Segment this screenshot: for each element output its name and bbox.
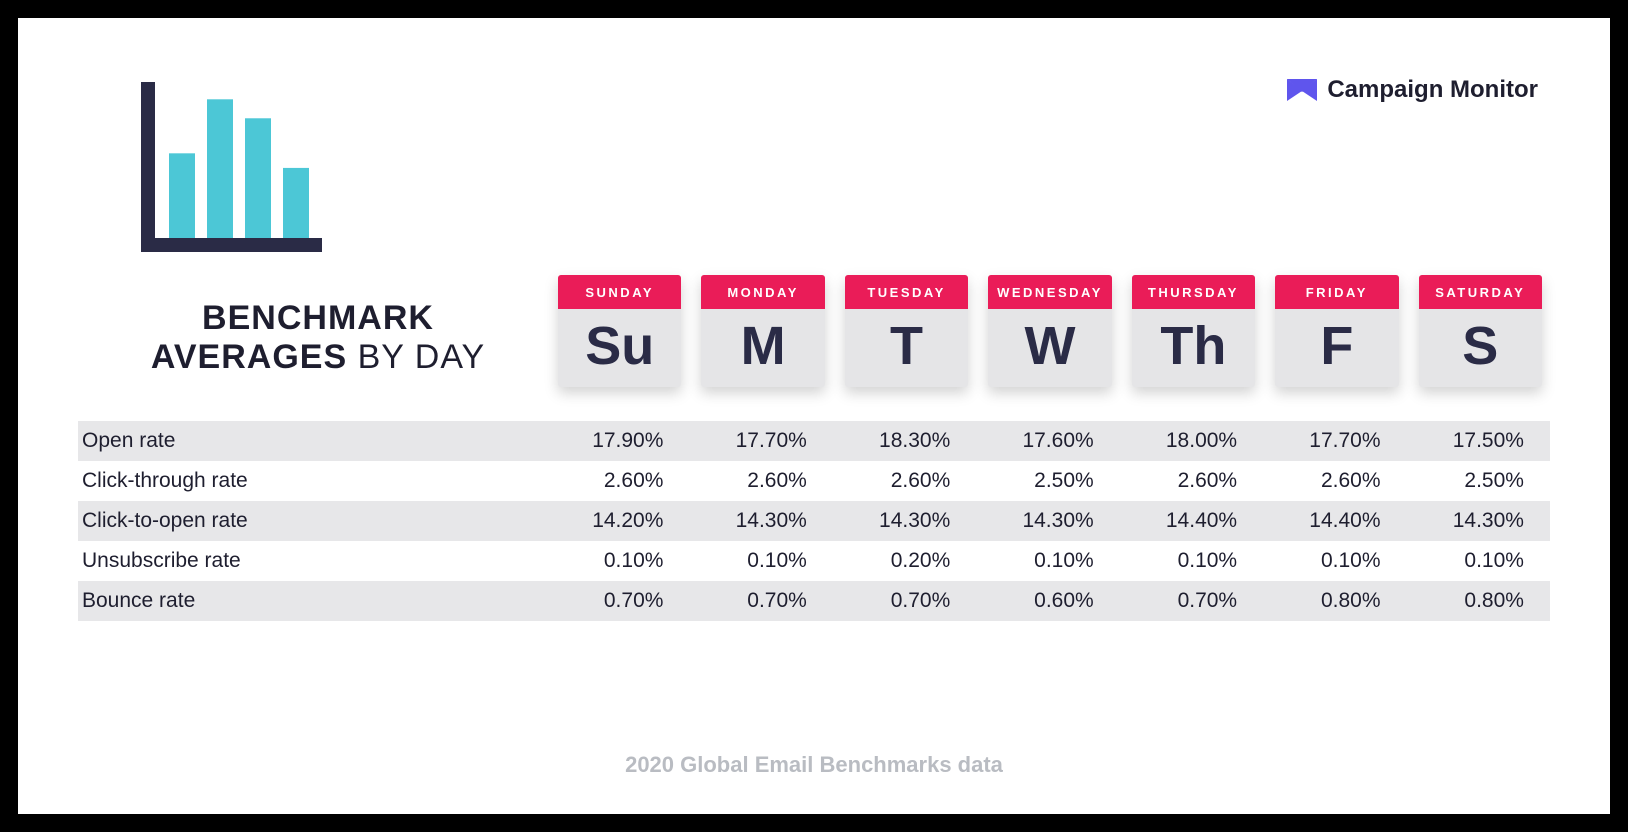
metric-values: 0.10% 0.10% 0.20% 0.10% 0.10% 0.10% 0.10% <box>558 549 1550 573</box>
day-tile: TUESDAYT <box>845 275 968 387</box>
day-name-label: MONDAY <box>701 275 824 309</box>
day-tile: WEDNESDAYW <box>988 275 1111 387</box>
day-tile: MONDAYM <box>701 275 824 387</box>
metric-value-cell: 14.40% <box>1275 509 1398 533</box>
table-row: Unsubscribe rate0.10%0.10%0.20%0.10%0.10… <box>78 541 1550 581</box>
metric-value-cell: 2.60% <box>701 469 824 493</box>
metric-value-cell: 2.60% <box>1275 469 1398 493</box>
day-abbr-label: Su <box>558 309 681 387</box>
metric-value-cell: 2.60% <box>845 469 968 493</box>
metric-value-cell: 14.40% <box>1132 509 1255 533</box>
title-line-2: AVERAGES BY DAY <box>78 338 558 377</box>
infographic-frame: Campaign Monitor BENCHMARK AVERAGES BY D… <box>0 0 1628 832</box>
day-abbr-label: Th <box>1132 309 1255 387</box>
metric-label: Bounce rate <box>78 589 558 613</box>
day-tiles-container: SUNDAYSuMONDAYMTUESDAYTWEDNESDAYWTHURSDA… <box>558 275 1550 387</box>
metric-label: Unsubscribe rate <box>78 549 558 573</box>
metric-value-cell: 0.10% <box>1132 549 1255 573</box>
metric-values: 14.20% 14.30% 14.30% 14.30% 14.40% 14.40% 14.3… <box>558 509 1550 533</box>
metric-values: 17.90% 17.70% 18.30% 17.60% 18.00% 17.70% 17.5… <box>558 429 1550 453</box>
table-row: Open rate17.90%17.70%18.30%17.60%18.00%1… <box>78 421 1550 461</box>
metric-value-cell: 14.30% <box>988 509 1111 533</box>
day-name-label: SATURDAY <box>1419 275 1542 309</box>
day-tile: SATURDAYS <box>1419 275 1542 387</box>
metric-value-cell: 2.50% <box>988 469 1111 493</box>
metric-value-cell: 0.70% <box>1132 589 1255 613</box>
metric-value-cell: 14.20% <box>558 509 681 533</box>
title-bold: AVERAGES <box>151 338 347 376</box>
metric-value-cell: 0.10% <box>701 549 824 573</box>
metric-value-cell: 0.60% <box>988 589 1111 613</box>
table-row: Bounce rate0.70%0.70%0.70%0.60%0.70%0.80… <box>78 581 1550 621</box>
metric-value-cell: 14.30% <box>845 509 968 533</box>
metric-value-cell: 2.60% <box>558 469 681 493</box>
title-thin: BY DAY <box>358 338 486 376</box>
metric-label: Click-through rate <box>78 469 558 493</box>
brand-logo: Campaign Monitor <box>1287 76 1538 104</box>
metric-value-cell: 18.30% <box>845 429 968 453</box>
metric-value-cell: 2.50% <box>1419 469 1542 493</box>
day-name-label: FRIDAY <box>1275 275 1398 309</box>
metric-values: 2.60% 2.60% 2.60% 2.50% 2.60% 2.60% 2.50% <box>558 469 1550 493</box>
day-abbr-label: F <box>1275 309 1398 387</box>
metric-value-cell: 17.70% <box>701 429 824 453</box>
header-row: BENCHMARK AVERAGES BY DAY SUNDAYSuMONDAY… <box>78 275 1550 387</box>
metric-value-cell: 0.10% <box>1275 549 1398 573</box>
day-name-label: TUESDAY <box>845 275 968 309</box>
bar-chart-icon <box>138 78 328 253</box>
table-row: Click-through rate2.60%2.60%2.60%2.50%2.… <box>78 461 1550 501</box>
metric-value-cell: 0.70% <box>701 589 824 613</box>
metric-value-cell: 0.80% <box>1419 589 1542 613</box>
benchmarks-table: Open rate17.90%17.70%18.30%17.60%18.00%1… <box>78 421 1550 621</box>
day-tile: SUNDAYSu <box>558 275 681 387</box>
day-name-label: WEDNESDAY <box>988 275 1111 309</box>
metric-value-cell: 17.50% <box>1419 429 1542 453</box>
day-name-label: THURSDAY <box>1132 275 1255 309</box>
metric-label: Open rate <box>78 429 558 453</box>
metric-value-cell: 0.70% <box>558 589 681 613</box>
metric-value-cell: 14.30% <box>1419 509 1542 533</box>
metric-value-cell: 0.70% <box>845 589 968 613</box>
metric-value-cell: 2.60% <box>1132 469 1255 493</box>
metric-value-cell: 17.60% <box>988 429 1111 453</box>
metric-value-cell: 0.20% <box>845 549 968 573</box>
metric-label: Click-to-open rate <box>78 509 558 533</box>
day-tile: FRIDAYF <box>1275 275 1398 387</box>
day-name-label: SUNDAY <box>558 275 681 309</box>
metric-values: 0.70% 0.70% 0.70% 0.60% 0.70% 0.80% 0.80% <box>558 589 1550 613</box>
title-line-1: BENCHMARK <box>78 299 558 338</box>
metric-value-cell: 0.80% <box>1275 589 1398 613</box>
brand-name-text: Campaign Monitor <box>1327 76 1538 104</box>
day-tile: THURSDAYTh <box>1132 275 1255 387</box>
metric-value-cell: 17.90% <box>558 429 681 453</box>
brand-envelope-icon <box>1287 79 1317 101</box>
table-row: Click-to-open rate14.20% 14.30% 14.30% 14.3… <box>78 501 1550 541</box>
footer-caption: 2020 Global Email Benchmarks data <box>18 752 1610 778</box>
day-abbr-label: W <box>988 309 1111 387</box>
metric-value-cell: 17.70% <box>1275 429 1398 453</box>
title-block: BENCHMARK AVERAGES BY DAY <box>78 299 558 387</box>
metric-value-cell: 0.10% <box>988 549 1111 573</box>
metric-value-cell: 18.00% <box>1132 429 1255 453</box>
day-abbr-label: S <box>1419 309 1542 387</box>
metric-value-cell: 0.10% <box>558 549 681 573</box>
day-abbr-label: M <box>701 309 824 387</box>
metric-value-cell: 14.30% <box>701 509 824 533</box>
metric-value-cell: 0.10% <box>1419 549 1542 573</box>
day-abbr-label: T <box>845 309 968 387</box>
